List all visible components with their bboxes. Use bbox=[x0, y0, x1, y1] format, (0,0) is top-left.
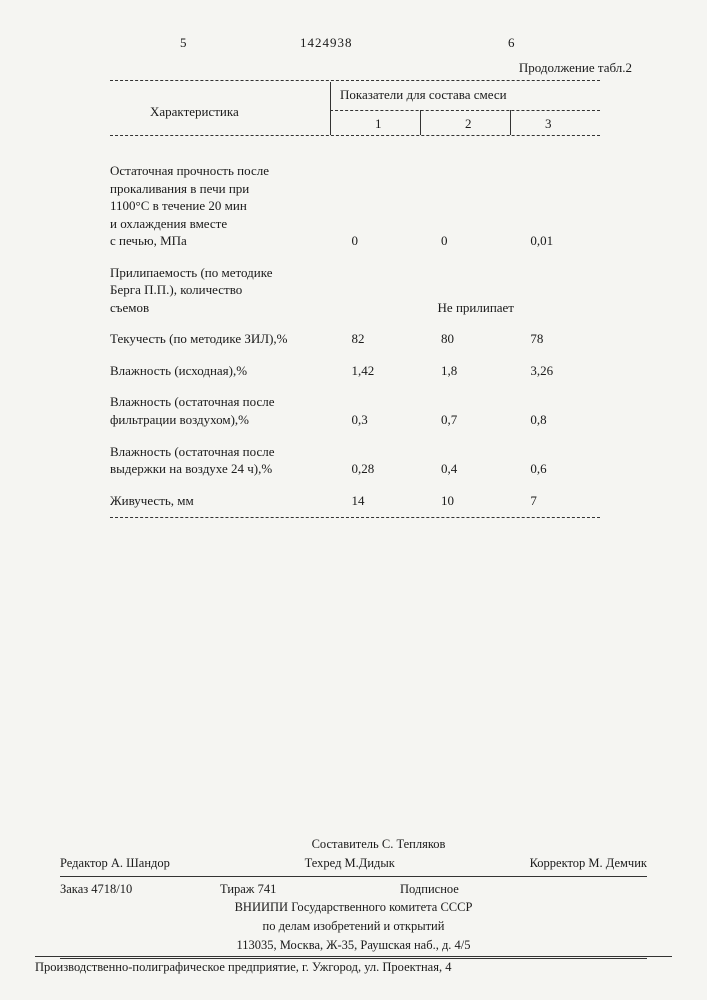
row-description: Прилипаемость (по методике bbox=[110, 264, 353, 282]
techred: Техред М.Дидык bbox=[305, 854, 395, 873]
row-description: Берга П.П.), количество bbox=[110, 281, 353, 299]
header-characteristic: Характеристика bbox=[150, 104, 239, 120]
row-description: съемов bbox=[110, 299, 352, 317]
editor-line: Редактор А. Шандор Техред М.Дидык Коррек… bbox=[60, 854, 647, 873]
row-value-3: 7 bbox=[530, 492, 600, 510]
header-col-1: 1 bbox=[375, 116, 382, 132]
row-gap bbox=[110, 478, 600, 492]
row-value-1: 0 bbox=[352, 232, 441, 250]
credits-rule-1 bbox=[60, 876, 647, 877]
row-description: прокаливания в печи при bbox=[110, 180, 353, 198]
footer-block: Производственно-полиграфическое предприя… bbox=[35, 956, 672, 975]
org-line-1: ВНИИПИ Государственного комитета СССР bbox=[60, 898, 647, 917]
row-value-3: 0,01 bbox=[530, 232, 600, 250]
row-description: Влажность (исходная),% bbox=[110, 362, 352, 380]
credits-block: Составитель С. Тепляков Редактор А. Шанд… bbox=[60, 835, 647, 962]
table-row: с печью, МПа000,01 bbox=[110, 232, 600, 250]
editor: Редактор А. Шандор bbox=[60, 854, 170, 873]
row-value-2: 0 bbox=[441, 232, 530, 250]
row-value-2: 0,4 bbox=[441, 460, 530, 478]
row-gap bbox=[110, 379, 600, 393]
row-value-span: Не прилипает bbox=[352, 299, 600, 317]
row-value-1: 14 bbox=[352, 492, 441, 510]
table-row: Остаточная прочность после bbox=[110, 162, 600, 180]
table-row: Влажность (остаточная после bbox=[110, 393, 600, 411]
row-description: фильтрации воздухом),% bbox=[110, 411, 352, 429]
row-value-1: 0,28 bbox=[352, 460, 441, 478]
table-row: 1100°С в течение 20 мин bbox=[110, 197, 600, 215]
row-description: и охлаждения вместе bbox=[110, 215, 353, 233]
table-header: Характеристика Показатели для состава см… bbox=[110, 82, 600, 135]
header-hsep bbox=[330, 110, 600, 112]
row-description: Влажность (остаточная после bbox=[110, 443, 353, 461]
address-line: 113035, Москва, Ж-35, Раушская наб., д. … bbox=[60, 936, 647, 955]
table-row: и охлаждения вместе bbox=[110, 215, 600, 233]
order-number: Заказ 4718/10 bbox=[60, 880, 220, 899]
row-description: выдержки на воздухе 24 ч),% bbox=[110, 460, 352, 478]
header-vsep-3 bbox=[510, 110, 511, 135]
column-number-right: 6 bbox=[508, 35, 515, 51]
table-row: Влажность (исходная),%1,421,83,26 bbox=[110, 362, 600, 380]
footer-rule bbox=[35, 956, 672, 957]
row-value-3: 0,8 bbox=[530, 411, 600, 429]
header-indicators: Показатели для состава смеси bbox=[340, 87, 507, 103]
table-row: Текучесть (по методике ЗИЛ),%828078 bbox=[110, 330, 600, 348]
table-row: Влажность (остаточная после bbox=[110, 443, 600, 461]
row-value-3: 3,26 bbox=[530, 362, 600, 380]
row-value-2: 80 bbox=[441, 330, 530, 348]
row-value-3: 78 bbox=[530, 330, 600, 348]
table-row: фильтрации воздухом),%0,30,70,8 bbox=[110, 411, 600, 429]
row-gap bbox=[110, 429, 600, 443]
row-gap bbox=[110, 316, 600, 330]
corrector: Корректор М. Демчик bbox=[530, 854, 647, 873]
row-value-1: 0,3 bbox=[352, 411, 441, 429]
row-description: Живучесть, мм bbox=[110, 492, 352, 510]
row-value-1: 82 bbox=[352, 330, 441, 348]
tirage: Тираж 741 bbox=[220, 880, 400, 899]
row-description: Остаточная прочность после bbox=[110, 162, 353, 180]
table-row: съемовНе прилипает bbox=[110, 299, 600, 317]
table-row: Прилипаемость (по методике bbox=[110, 264, 600, 282]
compiler-line: Составитель С. Тепляков bbox=[60, 835, 647, 854]
table-rule-bottom bbox=[110, 517, 600, 519]
table-row: Живучесть, мм14107 bbox=[110, 492, 600, 510]
row-description: Текучесть (по методике ЗИЛ),% bbox=[110, 330, 352, 348]
subscription: Подписное bbox=[400, 880, 459, 899]
header-vsep-2 bbox=[420, 110, 421, 135]
header-col-2: 2 bbox=[465, 116, 472, 132]
order-line: Заказ 4718/10 Тираж 741 Подписное bbox=[60, 880, 647, 899]
patent-number: 1424938 bbox=[300, 35, 353, 51]
row-value-2: 1,8 bbox=[441, 362, 530, 380]
header-col-3: 3 bbox=[545, 116, 552, 132]
row-gap bbox=[110, 348, 600, 362]
row-gap bbox=[110, 250, 600, 264]
table-row: выдержки на воздухе 24 ч),%0,280,40,6 bbox=[110, 460, 600, 478]
continuation-label: Продолжение табл.2 bbox=[519, 60, 632, 76]
row-description: 1100°С в течение 20 мин bbox=[110, 197, 353, 215]
row-value-1: 1,42 bbox=[352, 362, 441, 380]
row-value-3: 0,6 bbox=[530, 460, 600, 478]
column-number-left: 5 bbox=[180, 35, 187, 51]
header-vsep bbox=[330, 82, 331, 135]
data-table: Характеристика Показатели для состава см… bbox=[110, 80, 600, 519]
table-body: Остаточная прочность послепрокаливания в… bbox=[110, 137, 600, 517]
footer-text: Производственно-полиграфическое предприя… bbox=[35, 960, 672, 975]
row-value-2: 10 bbox=[441, 492, 530, 510]
row-description: с печью, МПа bbox=[110, 232, 352, 250]
org-line-2: по делам изобретений и открытий bbox=[60, 917, 647, 936]
table-row: прокаливания в печи при bbox=[110, 180, 600, 198]
table-row: Берга П.П.), количество bbox=[110, 281, 600, 299]
page: 5 1424938 6 Продолжение табл.2 Характери… bbox=[0, 0, 707, 1000]
row-value-2: 0,7 bbox=[441, 411, 530, 429]
row-description: Влажность (остаточная после bbox=[110, 393, 353, 411]
